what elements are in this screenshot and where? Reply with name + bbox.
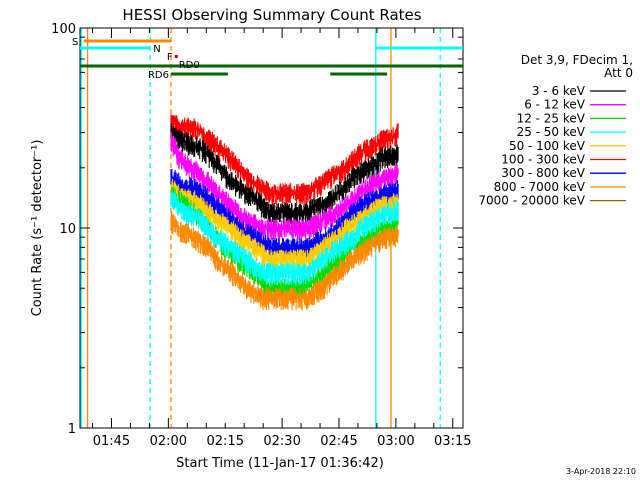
legend-entry-4: 50 - 100 keV [509,139,626,153]
status-label-f-flag: F [167,52,173,63]
legend-header-line-2: Att 0 [604,66,633,80]
status-bar-rd0: RD0 [80,60,463,71]
legend-label-6: 300 - 800 keV [501,166,585,180]
series-line-3 [170,176,399,248]
chart-title: HESSI Observing Summary Count Rates [122,6,421,24]
x-tick-label-4: 02:45 [320,434,357,449]
legend-entry-2: 12 - 25 keV [517,111,626,125]
legend-entry-7: 800 - 7000 keV [494,180,626,194]
series-1 [170,123,399,226]
legend-label-0: 3 - 6 keV [532,84,586,98]
series-line-2 [170,138,399,229]
legend-label-1: 6 - 12 keV [524,98,586,112]
status-label-rd6: RD6 [148,70,169,81]
footer-timestamp: 3-Apr-2018 22:10 [566,467,636,476]
legend-entry-0: 3 - 6 keV [532,84,626,98]
series-0 [170,114,399,206]
y-axis-label: Count Rate (s⁻¹ detector⁻¹) [30,140,45,317]
legend-label-3: 25 - 50 keV [517,125,586,139]
legend-header-line-1: Det 3,9, FDecim 1, [521,53,633,67]
x-tick-label-2: 02:15 [207,434,244,449]
series-line-1 [170,132,399,213]
y-tick-label-2: 100 [51,22,76,37]
status-label-n-bar: N [153,44,160,55]
series-line-6 [170,198,399,273]
x-tick-label-5: 03:00 [377,434,414,449]
y-tick-label-0: 1 [68,422,76,437]
axes: 1 10 100 01:45 02:00 02:15 02:30 02:45 03:00 03:1… [51,22,471,449]
x-tick-label-1: 02:00 [150,434,187,449]
legend-label-7: 800 - 7000 keV [494,180,586,194]
series-2 [170,132,399,242]
series-7 [170,211,399,311]
status-label-rd0: RD0 [179,60,200,71]
status-bars: S NF RD0 RD6 [72,37,463,81]
legend-label-4: 50 - 100 keV [509,139,586,153]
x-axis-label: Start Time (11-Jan-17 01:36:42) [176,456,384,471]
legend-label-2: 12 - 25 keV [517,111,586,125]
status-bar-rd6: RD6 [148,70,388,81]
legend-label-8: 7000 - 20000 keV [478,194,585,208]
y-tick-label-1: 10 [59,222,76,237]
legend-entry-6: 300 - 800 keV [501,166,626,180]
status-flag-mark [174,55,178,58]
legend-entry-8: 7000 - 20000 keV [478,194,626,208]
legend-entry-5: 100 - 300 keV [501,153,626,167]
x-tick-label-6: 03:15 [434,434,471,449]
legend-entry-1: 6 - 12 keV [524,98,626,112]
series-6 [170,190,399,286]
legend-label-5: 100 - 300 keV [501,153,585,167]
status-bar-f-flag: F [167,52,178,63]
series-line-7 [170,219,399,298]
status-bar-n-bar: N [80,44,463,55]
plot-area [80,28,441,428]
x-tick-label-3: 02:30 [263,434,300,449]
status-bar-s-bar: S [72,37,172,48]
series-line-0 [170,118,399,194]
x-tick-label-0: 01:45 [93,434,130,449]
status-label-s-bar: S [72,37,78,48]
legend-entry-3: 25 - 50 keV [517,125,626,139]
